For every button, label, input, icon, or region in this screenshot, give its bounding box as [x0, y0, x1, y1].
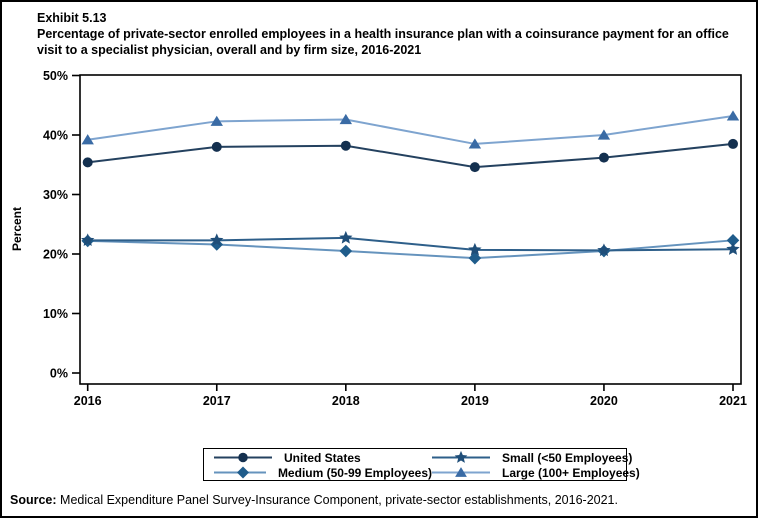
star-icon: [432, 450, 490, 463]
legend-label: Large (100+ Employees): [502, 465, 640, 480]
source-text: Medical Expenditure Panel Survey-Insuran…: [60, 493, 618, 507]
svg-text:2021: 2021: [719, 394, 747, 408]
legend-item-small: Small (<50 Employees): [432, 450, 640, 465]
exhibit-label: Exhibit 5.13: [37, 11, 107, 25]
svg-text:40%: 40%: [43, 129, 68, 143]
svg-text:0%: 0%: [50, 367, 68, 381]
source-note: Source: Medical Expenditure Panel Survey…: [10, 493, 618, 507]
svg-text:Percent: Percent: [10, 207, 24, 251]
source-label: Source:: [10, 493, 57, 507]
svg-text:10%: 10%: [43, 307, 68, 321]
svg-text:50%: 50%: [43, 69, 68, 83]
circle-icon: [214, 452, 272, 463]
svg-text:2018: 2018: [332, 394, 360, 408]
diamond-icon: [214, 466, 266, 479]
svg-text:20%: 20%: [43, 248, 68, 262]
svg-text:2016: 2016: [74, 394, 102, 408]
svg-text:2019: 2019: [461, 394, 489, 408]
legend-item-united-states: United States: [214, 450, 432, 465]
legend-item-medium: Medium (50-99 Employees): [214, 465, 432, 480]
chart-header: Exhibit 5.13 Percentage of private-secto…: [37, 10, 737, 58]
triangle-icon: [432, 467, 490, 477]
svg-text:2017: 2017: [203, 394, 231, 408]
chart-title: Percentage of private-sector enrolled em…: [37, 27, 729, 57]
svg-text:30%: 30%: [43, 188, 68, 202]
legend-item-large: Large (100+ Employees): [432, 465, 640, 480]
legend-label: United States: [284, 450, 361, 465]
legend-label: Medium (50-99 Employees): [277, 465, 432, 480]
legend-label: Small (<50 Employees): [502, 450, 633, 465]
chart-legend: United States Small (<50 Employees) Medi…: [203, 448, 640, 481]
svg-text:2020: 2020: [590, 394, 618, 408]
